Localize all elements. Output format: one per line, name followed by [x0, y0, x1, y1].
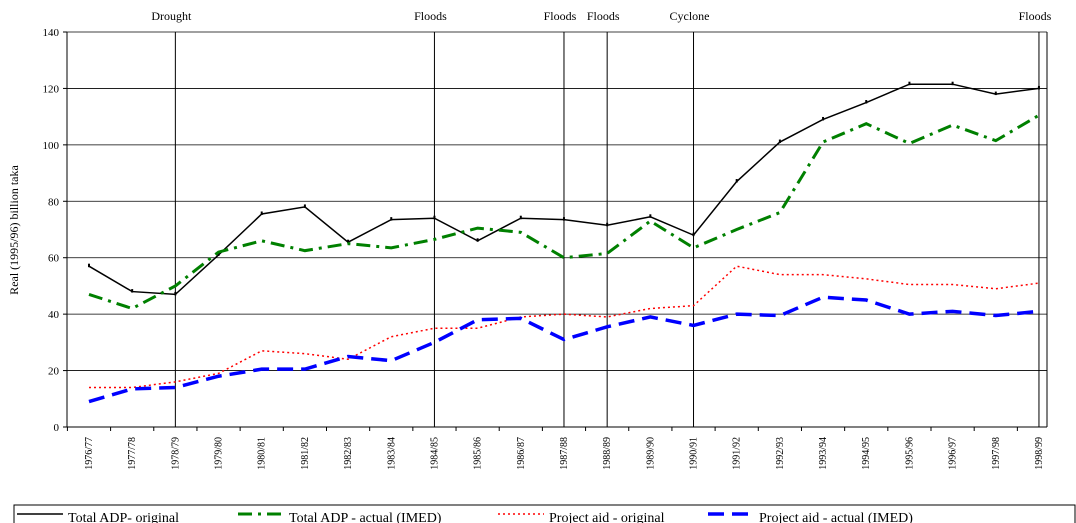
- legend-label: Total ADP - actual (IMED): [289, 511, 442, 523]
- x-tick-label: 1988/89: [602, 437, 613, 470]
- event-label: Drought: [151, 9, 192, 23]
- x-tick-label: 1995/96: [904, 437, 915, 470]
- x-tick-label: 1992/93: [775, 437, 786, 470]
- series-line: [88, 295, 1040, 404]
- event-label: Floods: [544, 9, 577, 23]
- legend-box: [13, 504, 1076, 523]
- x-tick-label: 1997/98: [991, 437, 1002, 470]
- legend-label: Total ADP- original: [68, 511, 179, 523]
- event-label: Floods: [1019, 9, 1052, 23]
- series-line: [89, 265, 1040, 389]
- event-label: Floods: [414, 9, 447, 23]
- x-tick-label: 1984/85: [429, 437, 440, 470]
- x-tick-label: 1976/77: [84, 437, 95, 470]
- x-tick-label: 1985/86: [473, 437, 484, 470]
- y-axis-label: Real (1995/96) billion taka: [7, 165, 21, 295]
- y-tick-label: 40: [48, 309, 60, 321]
- x-tick-label: 1998/99: [1034, 437, 1045, 470]
- x-tick-label: 1981/82: [300, 437, 311, 470]
- x-tick-label: 1982/83: [343, 437, 354, 470]
- x-tick-label: 1979/80: [214, 437, 225, 470]
- x-tick-label: 1987/88: [559, 437, 570, 470]
- event-label: Floods: [587, 9, 620, 23]
- y-tick-label: 140: [43, 27, 60, 39]
- x-tick-label: 1983/84: [386, 437, 397, 470]
- y-tick-label: 100: [43, 140, 60, 152]
- y-tick-label: 20: [48, 366, 60, 378]
- x-tick-label: 1993/94: [818, 437, 829, 470]
- x-tick-label: 1977/78: [127, 437, 138, 470]
- y-tick-label: 80: [48, 196, 60, 208]
- x-tick-label: 1978/79: [170, 437, 181, 470]
- y-tick-label: 0: [54, 422, 60, 434]
- x-tick-label: 1986/87: [516, 437, 527, 470]
- legend-label: Project aid - actual (IMED): [759, 511, 913, 523]
- legend-label: Project aid - original: [549, 511, 665, 523]
- x-tick-label: 1991/92: [732, 437, 743, 470]
- x-tick-label: 1996/97: [948, 437, 959, 470]
- x-tick-label: 1994/95: [861, 437, 872, 470]
- series-line: [88, 113, 1040, 311]
- y-tick-label: 60: [48, 253, 60, 265]
- x-tick-label: 1990/91: [689, 437, 700, 470]
- x-tick-label: 1980/81: [257, 437, 268, 470]
- event-label: Cyclone: [670, 9, 710, 23]
- x-tick-label: 1989/90: [645, 437, 656, 470]
- y-tick-label: 120: [43, 83, 60, 95]
